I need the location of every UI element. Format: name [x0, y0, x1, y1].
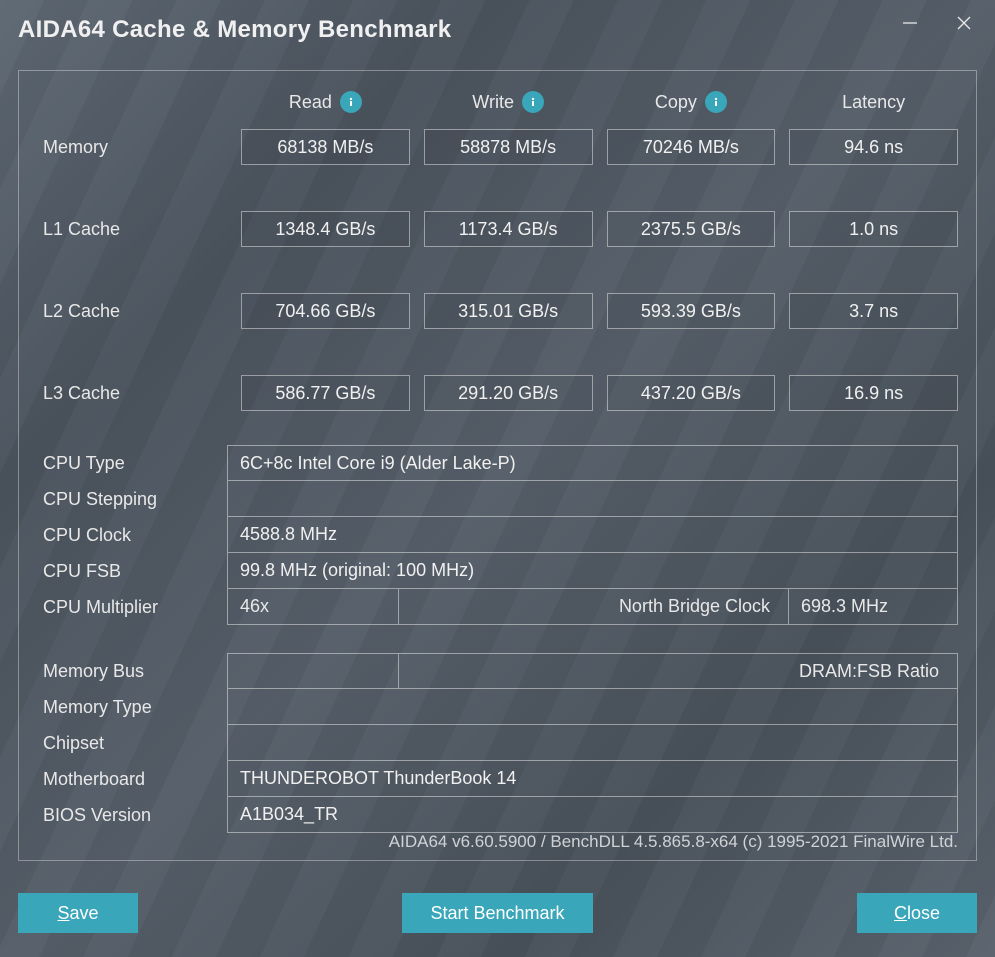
cpu-multiplier-value: 46x [227, 589, 399, 625]
memory-bus-label: Memory Bus [37, 653, 227, 689]
memory-type-value [227, 689, 958, 725]
cpu-fsb-value: 99.8 MHz (original: 100 MHz) [227, 553, 958, 589]
cpu-stepping-label: CPU Stepping [37, 481, 227, 517]
col-header-latency-label: Latency [842, 92, 905, 113]
memory-copy: 70246 MB/s [607, 129, 776, 165]
l3-copy: 437.20 GB/s [607, 375, 776, 411]
close-hotkey: C [894, 903, 907, 924]
l3-write: 291.20 GB/s [424, 375, 593, 411]
window-title: AIDA64 Cache & Memory Benchmark [18, 16, 451, 44]
col-header-write-label: Write [472, 92, 514, 113]
chipset-value [227, 725, 958, 761]
titlebar: AIDA64 Cache & Memory Benchmark [0, 0, 995, 52]
memory-bus-value [227, 653, 399, 689]
col-header-read-label: Read [289, 92, 332, 113]
minimize-button[interactable] [897, 10, 923, 36]
l2-latency: 3.7 ns [789, 293, 958, 329]
cpu-type-value: 6C+8c Intel Core i9 (Alder Lake-P) [227, 445, 958, 481]
cpu-stepping-value [227, 481, 958, 517]
close-dialog-button[interactable]: Close [857, 893, 977, 933]
l1-read: 1348.4 GB/s [241, 211, 410, 247]
l1-latency: 1.0 ns [789, 211, 958, 247]
cpu-clock-value: 4588.8 MHz [227, 517, 958, 553]
system-info: CPU Type 6C+8c Intel Core i9 (Alder Lake… [37, 445, 958, 833]
cpu-multiplier-label: CPU Multiplier [37, 589, 227, 625]
col-header-read: Read [241, 85, 410, 119]
nb-clock-label: North Bridge Clock [399, 589, 788, 625]
main-panel: Read Write Copy Latency Me [18, 70, 977, 861]
l3-read: 586.77 GB/s [241, 375, 410, 411]
col-header-copy: Copy [607, 85, 776, 119]
row-label-l1: L1 Cache [37, 219, 227, 240]
memory-latency: 94.6 ns [789, 129, 958, 165]
col-header-write: Write [424, 85, 593, 119]
aida64-window: AIDA64 Cache & Memory Benchmark Read Wri… [0, 0, 995, 957]
nb-clock-value: 698.3 MHz [788, 589, 958, 625]
l1-write: 1173.4 GB/s [424, 211, 593, 247]
close-label: lose [907, 903, 940, 924]
cpu-fsb-label: CPU FSB [37, 553, 227, 589]
col-header-copy-label: Copy [655, 92, 697, 113]
start-benchmark-button[interactable]: Start Benchmark [402, 893, 592, 933]
save-hotkey: S [57, 903, 69, 924]
row-label-l3: L3 Cache [37, 383, 227, 404]
cpu-type-label: CPU Type [37, 445, 227, 481]
button-bar: Save Start Benchmark Close [18, 893, 977, 933]
chipset-label: Chipset [37, 725, 227, 761]
motherboard-label: Motherboard [37, 761, 227, 797]
benchmark-grid: Read Write Copy Latency Me [37, 85, 958, 411]
l3-latency: 16.9 ns [789, 375, 958, 411]
motherboard-value: THUNDEROBOT ThunderBook 14 [227, 761, 958, 797]
info-icon[interactable] [705, 91, 727, 113]
info-icon[interactable] [522, 91, 544, 113]
cpu-clock-label: CPU Clock [37, 517, 227, 553]
memory-read: 68138 MB/s [241, 129, 410, 165]
bios-value: A1B034_TR [227, 797, 958, 833]
l2-write: 315.01 GB/s [424, 293, 593, 329]
save-label: ave [69, 903, 98, 924]
memory-write: 58878 MB/s [424, 129, 593, 165]
row-label-memory: Memory [37, 137, 227, 158]
col-header-latency: Latency [789, 85, 958, 119]
close-button[interactable] [951, 10, 977, 36]
dram-ratio-label: DRAM:FSB Ratio [399, 653, 958, 689]
save-button[interactable]: Save [18, 893, 138, 933]
l2-copy: 593.39 GB/s [607, 293, 776, 329]
bios-label: BIOS Version [37, 797, 227, 833]
l1-copy: 2375.5 GB/s [607, 211, 776, 247]
row-label-l2: L2 Cache [37, 301, 227, 322]
window-controls [897, 10, 977, 36]
info-icon[interactable] [340, 91, 362, 113]
memory-type-label: Memory Type [37, 689, 227, 725]
l2-read: 704.66 GB/s [241, 293, 410, 329]
footer-text: AIDA64 v6.60.5900 / BenchDLL 4.5.865.8-x… [389, 832, 958, 852]
